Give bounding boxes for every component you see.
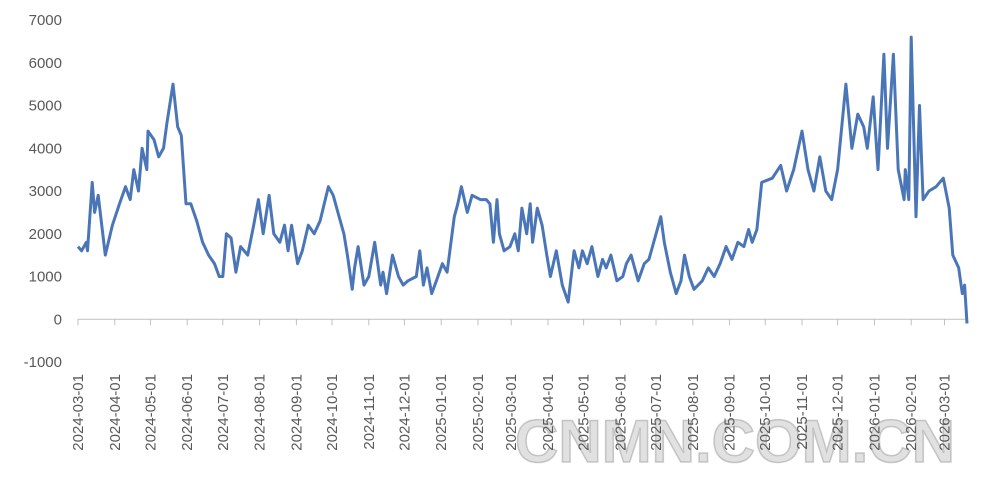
x-tick-label: 2025-11-01 — [794, 374, 811, 450]
y-tick-label: 0 — [54, 311, 62, 328]
x-tick-label: 2024-09-01 — [288, 374, 305, 451]
x-tick-label: 2025-02-01 — [470, 374, 487, 451]
x-tick-label: 2026-02-01 — [903, 374, 920, 451]
x-tick-label: 2025-08-01 — [685, 374, 702, 451]
x-tick-label: 2025-07-01 — [648, 374, 665, 451]
x-tick-label: 2025-10-01 — [757, 374, 774, 451]
y-tick-label: -1000 — [24, 354, 62, 371]
x-tick-label: 2026-01-01 — [866, 374, 883, 451]
y-tick-label: 5000 — [29, 98, 62, 115]
x-tick-label: 2024-05-01 — [142, 374, 159, 451]
data-line — [76, 35, 969, 324]
x-tick-label: 2025-06-01 — [612, 374, 629, 451]
y-tick-label: 1000 — [29, 269, 62, 286]
y-tick-label: 3000 — [29, 183, 62, 200]
y-tick-label: 2000 — [29, 226, 62, 243]
x-tick-label: 2025-03-01 — [503, 374, 520, 451]
x-tick-label: 2024-10-01 — [324, 374, 341, 451]
x-tick-label: 2024-08-01 — [252, 374, 269, 451]
x-tick-label: 2025-01-01 — [433, 374, 450, 451]
x-tick-label: 2024-12-01 — [396, 374, 413, 451]
x-tick-label: 2025-09-01 — [722, 374, 739, 451]
x-tick-label: 2026-03-01 — [936, 374, 953, 451]
x-tick-label: 2025-05-01 — [576, 374, 593, 451]
y-tick-label: 6000 — [29, 55, 62, 72]
watermark: CNMN.COM.CN — [515, 408, 955, 475]
x-tick-label: 2024-04-01 — [107, 374, 124, 451]
x-tick-label: 2024-06-01 — [179, 374, 196, 451]
x-tick-label: 2025-12-01 — [830, 374, 847, 451]
x-tick-label: 2024-11-01 — [361, 374, 378, 450]
x-tick-label: 2025-04-01 — [540, 374, 557, 451]
y-tick-label: 4000 — [29, 140, 62, 157]
x-tick-label: 2024-07-01 — [215, 374, 232, 451]
y-tick-label: 7000 — [29, 12, 62, 29]
x-tick-label: 2024-03-01 — [70, 374, 87, 451]
